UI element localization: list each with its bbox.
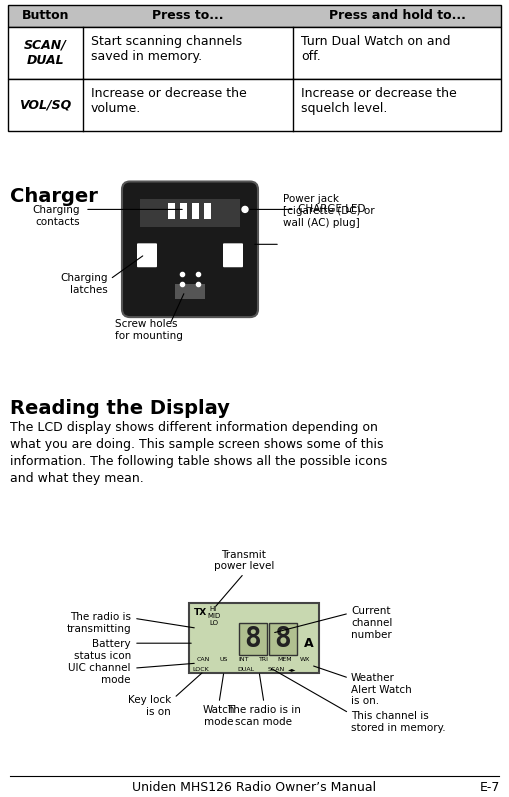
Text: Power jack
[cigarette (DC) or
wall (AC) plug]: Power jack [cigarette (DC) or wall (AC) … [283,194,375,228]
Circle shape [242,206,248,213]
Text: Start scanning channels
saved in memory.: Start scanning channels saved in memory. [91,35,242,63]
Text: Reading the Display: Reading the Display [10,398,230,418]
Text: HI: HI [209,607,216,612]
Text: ◄►: ◄► [288,666,296,672]
Text: Increase or decrease the
squelch level.: Increase or decrease the squelch level. [301,87,457,115]
Text: LOCK: LOCK [192,666,209,672]
Bar [168,203,175,219]
Bar [269,623,297,655]
Text: LO: LO [209,620,218,626]
Text: Charging
contacts: Charging contacts [33,206,80,227]
FancyBboxPatch shape [137,243,157,267]
Bar [204,203,211,219]
Text: Battery
status icon: Battery status icon [74,639,131,661]
Text: TRI: TRI [259,657,269,662]
Bar [192,203,199,219]
Bar [175,285,205,299]
Bar [8,79,501,131]
FancyBboxPatch shape [122,182,258,317]
Text: CAN: CAN [196,657,210,662]
Text: UIC channel
mode: UIC channel mode [69,663,131,685]
Text: Weather
Alert Watch
is on.: Weather Alert Watch is on. [351,673,412,706]
Text: E-7: E-7 [479,781,500,794]
Text: US: US [219,657,228,662]
Text: SCAN/
DUAL: SCAN/ DUAL [24,39,67,67]
Text: The radio is
transmitting: The radio is transmitting [66,612,131,634]
Text: CHARGE LED: CHARGE LED [298,204,365,214]
Text: 8: 8 [245,625,262,654]
Text: VOL/SQ: VOL/SQ [19,98,72,112]
Text: Charging
latches: Charging latches [61,273,108,295]
Bar [239,623,267,655]
Bar [8,27,501,79]
Text: Key lock
is on: Key lock is on [128,695,171,717]
Text: WX: WX [300,657,310,662]
Text: 8: 8 [275,625,291,654]
Text: Press to...: Press to... [152,10,224,22]
Text: The radio is in
scan mode: The radio is in scan mode [227,705,301,727]
Text: Turn Dual Watch on and
off.: Turn Dual Watch on and off. [301,35,450,63]
Text: DUAL: DUAL [237,666,254,672]
Text: A: A [304,637,314,650]
Bar [8,5,501,27]
Text: Current
channel
number: Current channel number [351,607,392,639]
Bar [189,603,319,673]
Text: Increase or decrease the
volume.: Increase or decrease the volume. [91,87,247,115]
Text: Transmit
power level: Transmit power level [214,550,274,571]
Text: INT: INT [239,657,249,662]
Text: MID: MID [207,613,220,619]
Text: MEM: MEM [277,657,292,662]
Text: Uniden MHS126 Radio Owner’s Manual: Uniden MHS126 Radio Owner’s Manual [132,781,376,794]
Text: Screw holes
for mounting: Screw holes for mounting [115,319,183,340]
Text: TX: TX [194,608,207,618]
Text: Button: Button [22,10,69,22]
Bar [180,203,187,219]
Text: The LCD display shows different information depending on
what you are doing. Thi: The LCD display shows different informat… [10,421,387,485]
Text: SCAN: SCAN [267,666,285,672]
FancyBboxPatch shape [223,243,243,267]
Text: This channel is
stored in memory.: This channel is stored in memory. [351,711,445,732]
Text: Press and hold to...: Press and hold to... [329,10,465,22]
Text: Charger: Charger [10,187,98,206]
Text: Watch
mode: Watch mode [203,705,235,727]
Bar [140,199,240,227]
